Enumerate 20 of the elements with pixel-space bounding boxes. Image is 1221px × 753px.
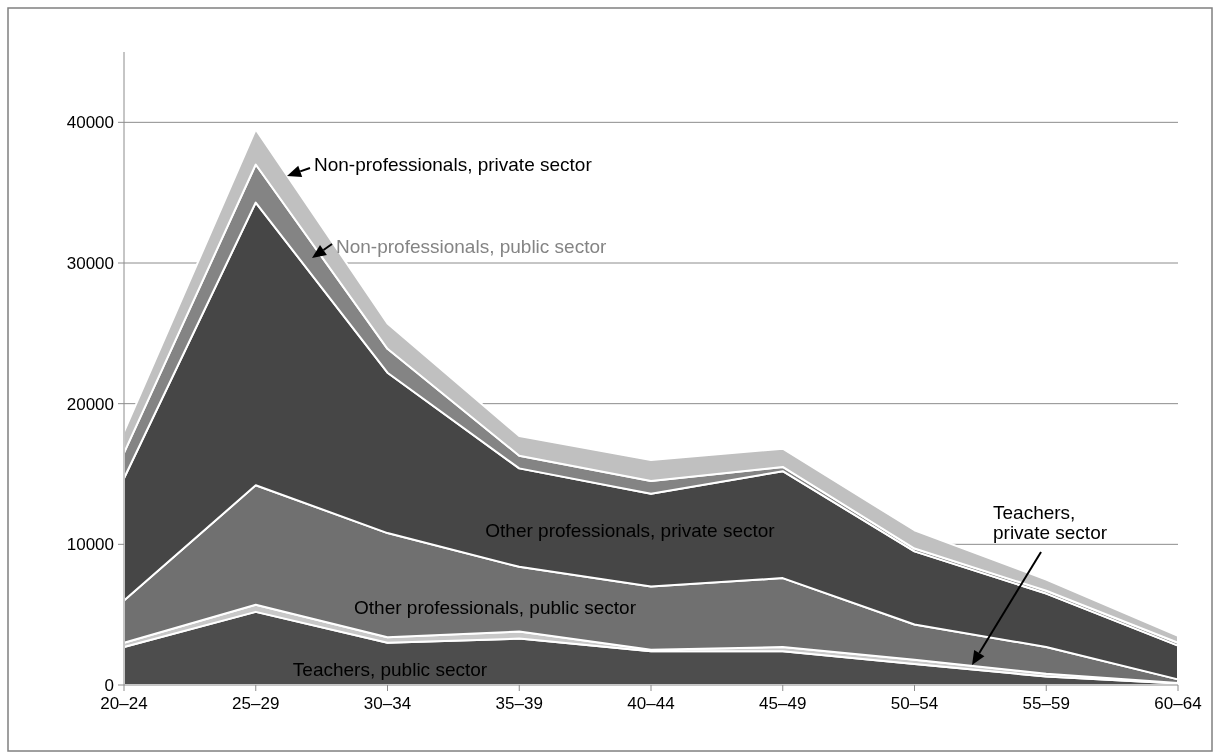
x-tick-label: 45–49: [759, 694, 807, 713]
y-tick-label: 0: [104, 675, 114, 695]
x-tick-label: 30–34: [363, 694, 412, 713]
series-label: Other professionals, public sector: [354, 597, 637, 618]
x-tick-label: 35–39: [495, 694, 543, 713]
text: Teachers, private sector: [993, 501, 1108, 544]
series-label: Teachers, public sector: [292, 659, 488, 680]
x-tick-label: 25–29: [232, 694, 280, 713]
x-tick-label: 60–64: [1154, 694, 1202, 713]
series-label: Non-professionals, private sector: [314, 154, 593, 175]
x-tick-label: 55–59: [1022, 694, 1070, 713]
y-tick-label: 30000: [66, 253, 114, 273]
x-tick-label: 40–44: [627, 694, 675, 713]
y-tick-label: 20000: [66, 394, 114, 414]
y-tick-label: 40000: [66, 113, 114, 133]
y-tick-label: 10000: [66, 535, 114, 555]
series-label: Other professionals, private sector: [485, 520, 776, 541]
x-tick-label: 50–54: [890, 694, 939, 713]
x-tick-label: 20–24: [100, 694, 148, 713]
series-label: Non-professionals, public sector: [336, 236, 608, 257]
